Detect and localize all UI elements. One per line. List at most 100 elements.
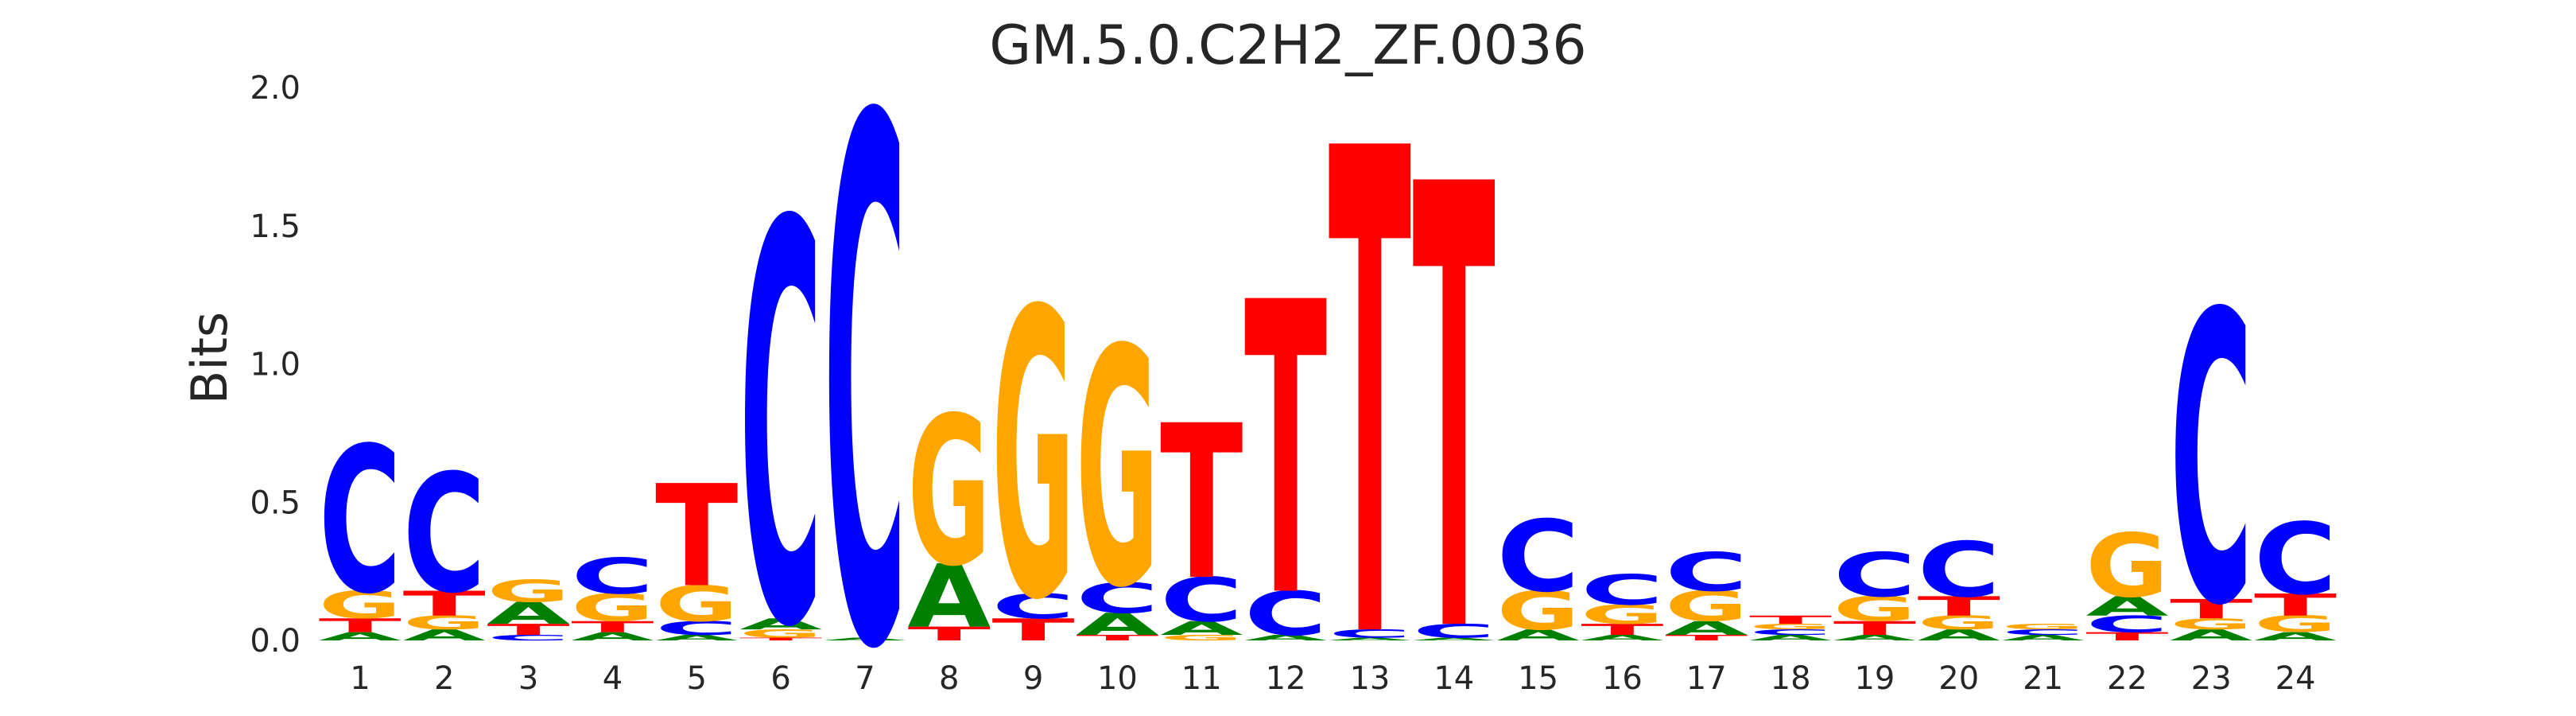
- logo-letter-a: A: [1665, 617, 1748, 640]
- logo-letter-a: A: [487, 596, 570, 631]
- logo-letter-a: A: [2254, 630, 2337, 644]
- logo-letter-c: C: [991, 587, 1074, 627]
- logo-letter-t: T: [403, 584, 486, 624]
- x-tick-label: 16: [1602, 660, 1643, 697]
- logo-letter-c: C: [1918, 526, 2000, 614]
- x-tick-label: 21: [2023, 660, 2063, 697]
- logo-letter-a: A: [1413, 637, 1496, 641]
- logo-letter-g: G: [908, 373, 991, 611]
- logo-letter-c: C: [1496, 500, 1579, 614]
- logo-letter-g: G: [487, 574, 569, 609]
- logo-letter-g: G: [1749, 622, 1832, 631]
- logo-letter-t: T: [487, 621, 569, 638]
- logo-letter-t: T: [2170, 593, 2252, 625]
- y-axis-label: Bits: [180, 312, 239, 404]
- logo-letter-t: T: [2254, 588, 2337, 623]
- logo-letter-a: A: [2001, 633, 2084, 642]
- x-tick-label: 13: [1349, 660, 1390, 697]
- y-tick-label: 0.5: [250, 484, 301, 521]
- logo-letter-a: A: [1496, 626, 1579, 644]
- logo-letter-c: C: [1749, 628, 1832, 636]
- logo-letter-c: C: [1076, 574, 1158, 623]
- y-tick-label: 1.0: [250, 347, 301, 383]
- x-tick-label: 15: [1518, 660, 1558, 697]
- logo-letter-t: T: [1665, 633, 1748, 642]
- chart-title: GM.5.0.C2H2_ZF.0036: [989, 14, 1586, 77]
- logo-letter-t: T: [655, 455, 738, 618]
- logo-letter-c: C: [1160, 565, 1243, 636]
- logo-letter-c: C: [2001, 628, 2084, 636]
- y-tick-label: 0.0: [250, 623, 301, 660]
- logo-letter-g: G: [655, 575, 738, 632]
- x-tick-label: 11: [1181, 660, 1222, 697]
- logo-letter-t: T: [1076, 633, 1158, 642]
- logo-letter-g: G: [1665, 582, 1748, 631]
- logo-letter-t: T: [1244, 218, 1328, 685]
- logo-letter-a: A: [1076, 607, 1159, 642]
- logo-letter-c: C: [739, 108, 822, 716]
- x-tick-label: 6: [770, 660, 790, 697]
- logo-letter-t: T: [1329, 12, 1412, 716]
- logo-letter-t: T: [991, 613, 1074, 648]
- logo-letter-g: G: [1496, 580, 1579, 642]
- logo-letter-c: C: [1413, 621, 1496, 643]
- x-tick-label: 3: [518, 660, 538, 697]
- x-tick-label: 5: [687, 660, 707, 697]
- logo-letter-a: A: [1833, 633, 1916, 642]
- logo-letter-a: A: [739, 615, 822, 632]
- logo-letter-a: A: [2085, 591, 2168, 622]
- logo-letter-a: A: [655, 633, 738, 642]
- y-axis-ticks: 0.0 0.5 1.0 1.5 2.0: [250, 70, 301, 660]
- logo-letter-a: A: [1749, 633, 1832, 642]
- logo-letter-a: A: [824, 637, 907, 641]
- logo-letter-g: G: [1918, 612, 2000, 634]
- logo-letter-c: C: [487, 633, 569, 642]
- logo-letter-c: C: [319, 406, 402, 639]
- logo-letter-t: T: [1918, 591, 2000, 622]
- logo-letter-g: G: [403, 612, 486, 634]
- logo-letter-a: A: [1160, 617, 1243, 640]
- y-tick-label: 2.0: [250, 70, 301, 107]
- logo-letter-c: C: [1833, 540, 1916, 611]
- y-tick-label: 1.5: [250, 208, 301, 245]
- logo-letter-t: T: [319, 614, 402, 636]
- x-tick-label: 7: [855, 660, 875, 697]
- logo-letter-a: A: [908, 546, 991, 648]
- x-tick-label: 10: [1097, 660, 1138, 697]
- x-tick-label: 12: [1266, 660, 1306, 697]
- logo-letter-c: C: [403, 439, 486, 629]
- logo-letter-c: C: [1244, 578, 1327, 649]
- logo-letter-t: T: [1160, 380, 1243, 627]
- x-tick-label: 17: [1686, 660, 1727, 697]
- logo-letter-a: A: [2170, 626, 2252, 644]
- logo-letter-g: G: [1160, 633, 1243, 642]
- x-tick-label: 20: [1938, 660, 1979, 697]
- x-tick-label: 2: [434, 660, 454, 697]
- logo-letter-g: G: [319, 583, 402, 628]
- x-axis-ticks: 1 2 3 4 5 6 7 8 9 10 11 12 13 14 15 16 17 18 19 20 21 22 23 24: [350, 660, 2315, 697]
- logo-letter-g: G: [1581, 599, 1663, 630]
- logo-letter-t: T: [1833, 617, 1916, 640]
- logo-letter-g: G: [2254, 611, 2337, 637]
- x-tick-label: 24: [2275, 660, 2316, 697]
- logo-letter-t: T: [739, 637, 823, 642]
- logo-letter-a: A: [571, 630, 654, 644]
- logo-letter-g: G: [2085, 516, 2168, 617]
- x-tick-label: 1: [350, 660, 370, 697]
- logo-letter-t: T: [1581, 621, 1663, 638]
- logo-letter-a: A: [1918, 626, 2000, 644]
- logo-letter-a: A: [1329, 637, 1412, 641]
- logo-letter-g: G: [991, 229, 1074, 687]
- x-tick-label: 8: [939, 660, 959, 697]
- logo-letter-c: C: [571, 547, 654, 605]
- logo-letter-a: A: [1581, 633, 1663, 642]
- logo-letter-t: T: [1749, 613, 1832, 627]
- logo-letter-c: C: [2170, 230, 2252, 693]
- logo-letter-t: T: [1413, 59, 1496, 716]
- logo-letter-a: A: [403, 626, 486, 644]
- logo-letter-g: G: [2170, 616, 2252, 633]
- x-tick-label: 22: [2107, 660, 2147, 697]
- logo-letter-c: C: [2254, 503, 2337, 617]
